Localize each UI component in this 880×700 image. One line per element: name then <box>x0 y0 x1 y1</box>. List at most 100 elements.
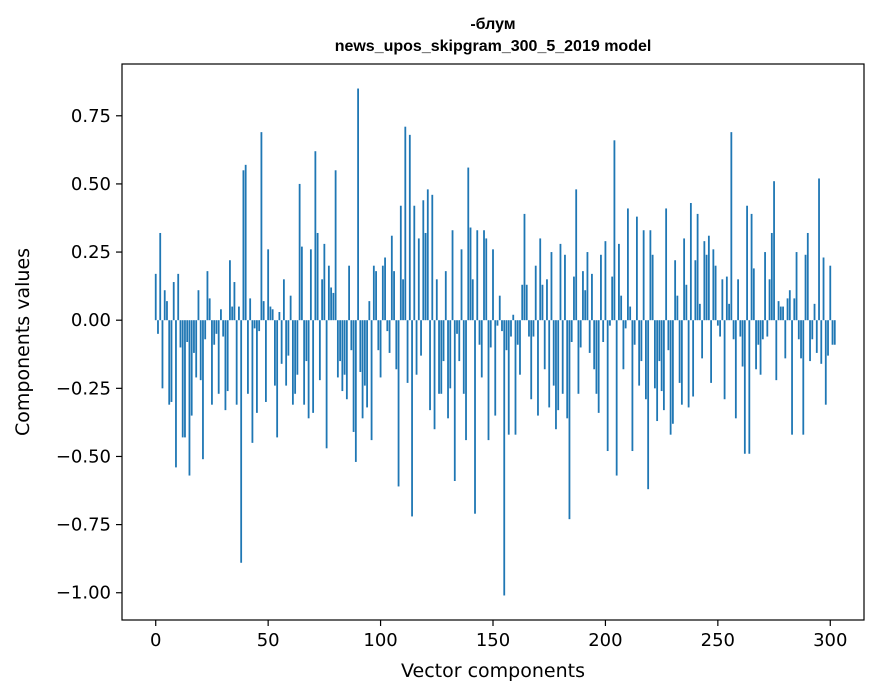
bar <box>640 320 643 362</box>
bar <box>303 320 306 405</box>
bar <box>442 320 445 362</box>
bar <box>694 260 697 321</box>
bar <box>285 320 288 386</box>
y-tick-label: 0.00 <box>71 310 111 331</box>
bar <box>653 320 656 389</box>
bar <box>222 320 225 337</box>
bar <box>224 320 227 411</box>
bar <box>561 320 564 394</box>
bar <box>305 320 308 362</box>
bar <box>247 320 249 394</box>
bar <box>330 287 333 321</box>
bar <box>591 273 593 321</box>
bar <box>766 320 769 337</box>
bar <box>404 126 407 321</box>
bar <box>743 320 746 454</box>
bar <box>244 164 247 321</box>
bar <box>474 320 476 514</box>
bar <box>429 320 431 411</box>
bar <box>602 320 605 342</box>
bar <box>368 301 371 321</box>
x-tick-label: 250 <box>701 630 735 651</box>
x-tick-label: 100 <box>363 630 397 651</box>
bar <box>386 320 389 332</box>
bar <box>714 265 717 321</box>
bar <box>689 203 692 321</box>
bar <box>768 279 771 321</box>
bar <box>566 320 569 419</box>
bar <box>465 320 467 441</box>
bar <box>300 246 303 321</box>
bar <box>485 238 488 321</box>
bar <box>764 252 766 321</box>
bar <box>370 320 373 441</box>
bar <box>627 208 629 321</box>
bar <box>229 260 231 321</box>
bar <box>510 320 512 337</box>
bar <box>833 320 836 345</box>
bar <box>186 320 189 342</box>
bar <box>193 320 195 353</box>
bar <box>240 320 243 563</box>
bar <box>233 282 236 321</box>
bar <box>730 132 733 321</box>
bar <box>680 320 683 405</box>
bar <box>806 232 809 321</box>
bar <box>525 284 528 321</box>
bar <box>489 320 492 348</box>
bar <box>734 320 737 419</box>
bar <box>645 320 647 400</box>
bar <box>777 301 780 321</box>
bar <box>494 320 497 416</box>
bar <box>532 320 535 337</box>
bar <box>687 320 690 408</box>
bar <box>415 320 418 375</box>
bar <box>647 320 650 490</box>
bar <box>550 252 553 321</box>
bar <box>600 254 602 321</box>
bar <box>557 320 560 411</box>
bar <box>242 170 245 321</box>
bar <box>624 320 627 329</box>
bar <box>593 320 596 370</box>
x-tick-label: 50 <box>257 630 280 651</box>
bar <box>507 320 510 435</box>
bar <box>265 320 267 402</box>
bar <box>453 320 456 481</box>
bar <box>804 254 807 321</box>
bar <box>741 320 744 367</box>
bar <box>361 320 364 419</box>
bar <box>375 271 377 321</box>
bar <box>269 306 272 321</box>
bar <box>611 276 614 321</box>
bar <box>366 320 368 408</box>
bar <box>291 320 294 405</box>
bar <box>352 320 355 432</box>
bar <box>184 320 186 438</box>
bar <box>665 208 668 321</box>
bar <box>190 320 193 416</box>
bar <box>528 320 530 337</box>
bar <box>220 309 222 321</box>
bar <box>456 320 458 334</box>
bar <box>597 320 600 413</box>
bar <box>534 265 537 321</box>
bar <box>793 298 796 321</box>
bar <box>716 320 719 326</box>
bar <box>363 320 366 386</box>
y-tick-label: −0.25 <box>56 378 111 399</box>
bar <box>662 320 665 411</box>
bar <box>797 320 800 340</box>
y-tick-label: −0.50 <box>56 446 111 467</box>
bar <box>631 320 634 452</box>
bar <box>420 320 422 356</box>
bar <box>211 320 213 405</box>
bar <box>408 134 411 321</box>
bar <box>327 265 330 321</box>
bar <box>267 249 270 321</box>
bar <box>795 252 798 321</box>
bar <box>775 320 778 381</box>
bar <box>478 320 481 345</box>
bar <box>424 232 427 321</box>
